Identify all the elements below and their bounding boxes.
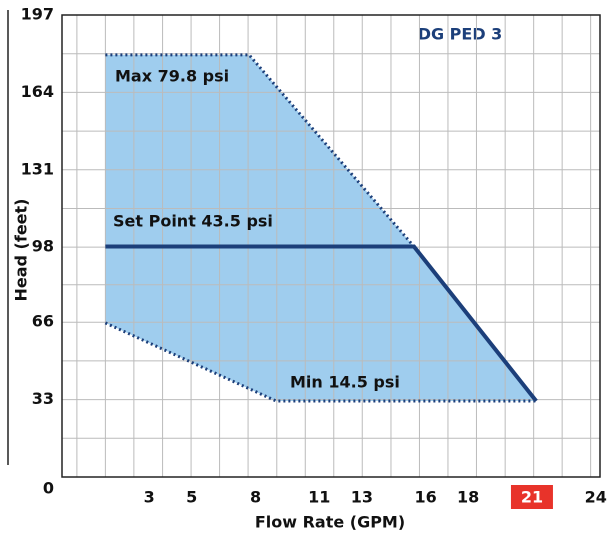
x-tick-label: 24 [585, 488, 607, 507]
series-label: Min 14.5 psi [290, 373, 400, 392]
x-tick-label: 8 [250, 488, 261, 507]
y-tick-label: 66 [32, 312, 54, 331]
x-tick-label: 16 [414, 488, 436, 507]
y-axis-label: Head (feet) [12, 199, 31, 302]
x-tick-label: 3 [144, 488, 155, 507]
series-line [105, 244, 538, 403]
x-tick-label: 11 [308, 488, 330, 507]
y-tick-label: 33 [32, 389, 54, 408]
y-tick-label: 98 [32, 237, 54, 256]
series-line [104, 321, 537, 403]
series-label: Max 79.8 psi [115, 67, 229, 86]
y-tick-label: 197 [21, 5, 54, 24]
x-axis-label: Flow Rate (GPM) [255, 513, 405, 532]
y-tick-label: 164 [21, 82, 54, 101]
x-tick-label: 21 [521, 488, 543, 507]
y-tick-label: 0 [43, 479, 54, 498]
x-tick-label: 5 [186, 488, 197, 507]
plot-border [61, 14, 601, 478]
x-tick-label: 13 [351, 488, 373, 507]
y-tick-label: 131 [21, 159, 54, 178]
chart-title: DG PED 3 [418, 25, 503, 44]
x-tick-label: 18 [457, 488, 479, 507]
operating-region [105, 54, 537, 402]
series-label: Set Point 43.5 psi [113, 212, 273, 231]
tick-highlight [510, 485, 553, 509]
